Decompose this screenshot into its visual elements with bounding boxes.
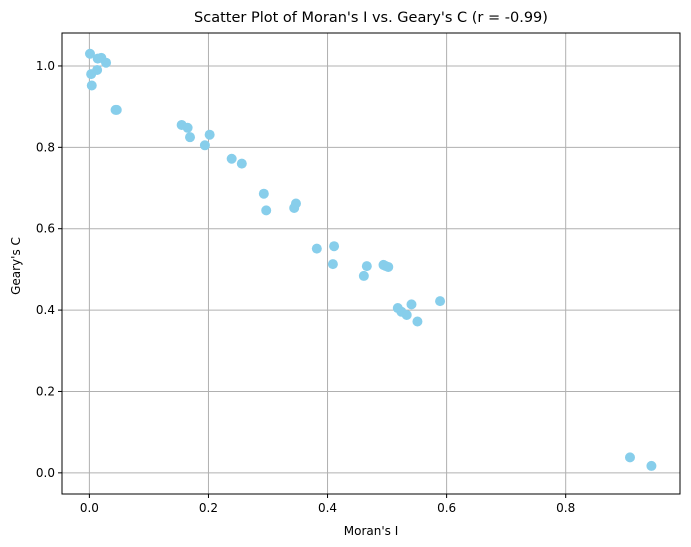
data-point xyxy=(86,69,97,80)
data-point xyxy=(226,153,237,164)
data-points xyxy=(84,48,657,471)
data-point xyxy=(412,316,423,327)
x-tick-label: 0.8 xyxy=(556,501,575,515)
y-tick-label: 0.0 xyxy=(36,466,55,480)
x-tick-label: 0.2 xyxy=(199,501,218,515)
data-point xyxy=(358,270,369,281)
y-tick-label: 0.2 xyxy=(36,384,55,398)
plot-frame xyxy=(61,32,681,495)
y-tick-label: 0.6 xyxy=(36,222,55,236)
data-point xyxy=(401,309,412,320)
data-point xyxy=(204,129,215,140)
data-point xyxy=(311,243,322,254)
data-point xyxy=(624,452,635,463)
x-axis-label: Moran's I xyxy=(344,524,399,538)
data-point xyxy=(383,261,394,272)
y-tick-label: 0.4 xyxy=(36,303,55,317)
y-tick-label: 0.8 xyxy=(36,140,55,154)
data-point xyxy=(86,80,97,91)
x-tick-label: 0.4 xyxy=(318,501,337,515)
data-point xyxy=(261,205,272,216)
chart-title: Scatter Plot of Moran's I vs. Geary's C … xyxy=(194,10,548,26)
data-point xyxy=(258,188,269,199)
data-point xyxy=(646,460,657,471)
y-axis-label: Geary's C xyxy=(9,237,23,295)
data-point xyxy=(101,57,112,68)
data-point xyxy=(236,158,247,169)
data-point xyxy=(182,122,193,133)
data-point xyxy=(290,198,301,209)
x-tick-label: 0.0 xyxy=(80,501,99,515)
data-point xyxy=(406,299,417,310)
data-point xyxy=(329,241,340,252)
grid xyxy=(62,33,680,494)
data-point xyxy=(199,140,210,151)
data-point xyxy=(92,53,103,64)
data-point xyxy=(185,132,196,143)
data-point xyxy=(111,104,122,115)
x-tick-label: 0.6 xyxy=(437,501,456,515)
data-point xyxy=(84,48,95,59)
x-axis-ticks: 0.0 0.2 0.4 0.6 0.8 xyxy=(80,494,575,515)
data-point xyxy=(435,296,446,307)
data-point xyxy=(327,259,338,270)
y-axis-ticks: 0.0 0.2 0.4 0.6 0.8 1.0 xyxy=(36,59,62,480)
y-tick-label: 1.0 xyxy=(36,59,55,73)
data-point xyxy=(361,261,372,272)
